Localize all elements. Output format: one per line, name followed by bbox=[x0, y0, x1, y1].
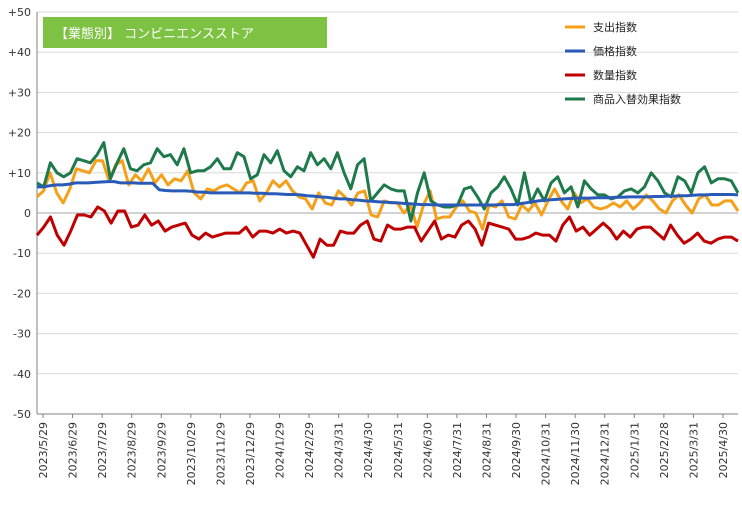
y-tick-label: -30 bbox=[13, 328, 31, 341]
series-layer bbox=[35, 141, 740, 259]
x-tick-label: 2023/11/29 bbox=[214, 422, 227, 485]
chart-title-box: 【業態別】 コンビニエンスストア bbox=[43, 17, 327, 48]
x-tick-label: 2024/4/30 bbox=[362, 422, 375, 478]
x-tick-label: 2023/8/29 bbox=[126, 422, 139, 478]
x-tick-label: 2024/11/30 bbox=[569, 422, 582, 485]
legend-label: 支出指数 bbox=[593, 20, 637, 34]
x-tick-label: 2023/6/29 bbox=[67, 422, 80, 478]
y-tick-label: -20 bbox=[13, 287, 31, 300]
x-tick-label: 2024/6/30 bbox=[421, 422, 434, 478]
axis-layer: +50 +40 +30 +20 +10 0 -10 -20 -30 -40 -50 2023/5/29… bbox=[8, 6, 738, 485]
y-tick-label: +20 bbox=[8, 127, 31, 140]
x-tick-label: 2024/8/31 bbox=[480, 422, 493, 478]
x-tick-label: 2025/2/28 bbox=[658, 422, 671, 478]
x-tick-label: 2024/3/31 bbox=[333, 422, 346, 478]
series-line-1 bbox=[37, 180, 739, 207]
chart-title-background bbox=[43, 17, 327, 48]
y-tick-label: +50 bbox=[8, 6, 31, 19]
x-tick-label: 2024/1/29 bbox=[274, 422, 287, 478]
y-tick-label: -50 bbox=[13, 408, 31, 421]
series-line-2 bbox=[35, 205, 739, 259]
x-tick-label: 2023/7/29 bbox=[96, 422, 109, 478]
y-tick-label: +30 bbox=[8, 86, 31, 99]
x-tick-label: 2025/3/31 bbox=[687, 422, 700, 478]
y-tick-label: +40 bbox=[8, 46, 31, 59]
y-tick-label: -40 bbox=[13, 368, 31, 381]
series-line-3 bbox=[36, 141, 740, 223]
x-tick-label: 2023/5/29 bbox=[37, 422, 50, 478]
y-tick-label: -10 bbox=[13, 247, 31, 260]
x-tick-label: 2024/2/29 bbox=[303, 422, 316, 478]
legend-label: 価格指数 bbox=[593, 44, 637, 58]
x-tick-label: 2024/10/31 bbox=[540, 422, 553, 485]
x-tick-label: 2024/7/31 bbox=[451, 422, 464, 478]
x-tick-label: 2024/12/31 bbox=[599, 422, 612, 485]
x-tick-label: 2023/10/29 bbox=[185, 422, 198, 485]
legend-label: 数量指数 bbox=[593, 68, 637, 82]
y-tick-label: +10 bbox=[8, 167, 31, 180]
x-tick-label: 2025/4/30 bbox=[717, 422, 730, 478]
legend-label: 商品入替効果指数 bbox=[593, 92, 681, 106]
x-tick-label: 2025/1/31 bbox=[628, 422, 641, 478]
y-tick-label: 0 bbox=[24, 207, 31, 220]
x-tick-label: 2024/5/31 bbox=[392, 422, 405, 478]
x-tick-label: 2023/12/29 bbox=[244, 422, 257, 485]
chart-title: 【業態別】 コンビニエンスストア bbox=[55, 26, 254, 42]
x-tick-label: 2023/9/29 bbox=[155, 422, 168, 478]
x-tick-label: 2024/9/30 bbox=[510, 422, 523, 478]
